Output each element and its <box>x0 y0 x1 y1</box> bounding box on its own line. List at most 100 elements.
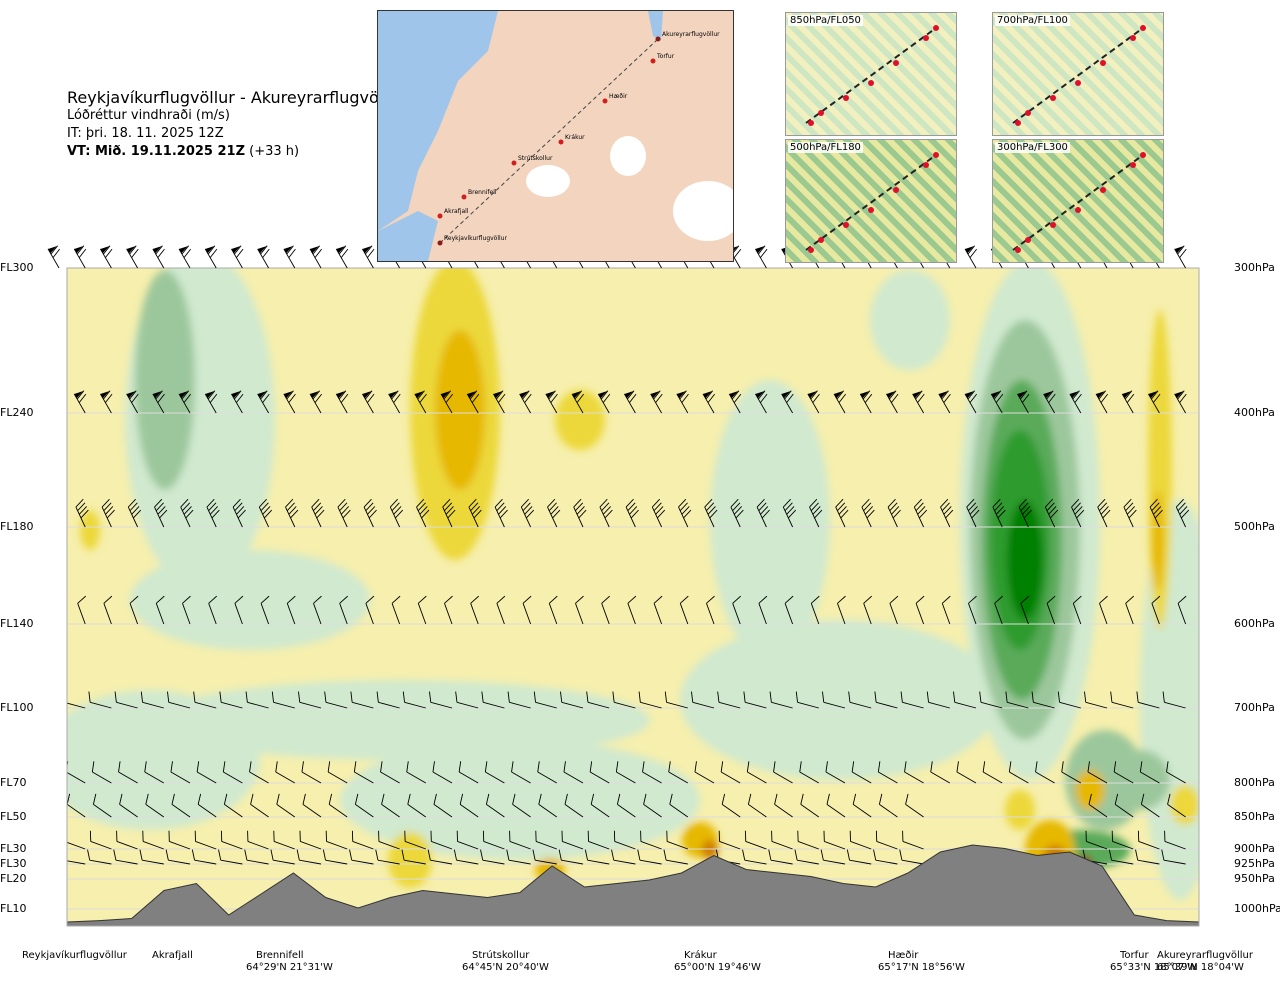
wind-barb <box>191 849 217 865</box>
wind-barb <box>48 389 68 413</box>
wind-barb <box>547 498 561 528</box>
wind-barb <box>878 793 898 818</box>
wind-barb <box>480 849 505 865</box>
wind-barb <box>406 761 427 784</box>
wind-barb <box>833 390 847 414</box>
wind-barb <box>601 595 611 625</box>
wind-barb <box>642 761 662 784</box>
contour-region <box>340 740 700 860</box>
wind-barb <box>624 390 637 414</box>
wind-barb <box>800 793 820 818</box>
wind-barb <box>859 390 873 414</box>
wind-barb <box>874 691 898 709</box>
wind-barb-top <box>335 245 349 269</box>
wind-barb <box>968 595 977 625</box>
wind-barb <box>459 793 479 818</box>
wind-barb <box>664 691 688 709</box>
wind-barb <box>249 761 269 784</box>
wind-barb <box>1046 595 1056 625</box>
wind-barb <box>519 390 532 414</box>
wind-barb <box>781 390 794 414</box>
wind-barb <box>197 793 217 818</box>
wind-barb <box>376 691 400 709</box>
wind-barb <box>313 595 322 625</box>
waypoint-name: Brennifell <box>256 950 304 961</box>
wind-barb <box>231 390 244 414</box>
wind-barb <box>178 390 192 414</box>
wind-barb <box>273 830 295 850</box>
valid-time: VT: Mið. 19.11.2025 21Z (+33 h) <box>67 143 404 161</box>
map-waypoint-label: Akureyrarflugvöllur <box>662 31 720 38</box>
wind-barb <box>388 390 401 414</box>
wind-barb <box>535 830 557 850</box>
wind-barb <box>257 390 270 414</box>
wind-barb <box>381 793 400 818</box>
wind-barb <box>494 498 508 528</box>
wind-barb <box>485 793 505 818</box>
map-waypoint: Brennifell <box>461 189 497 200</box>
contour-region <box>388 832 432 888</box>
wind-barb <box>982 761 1003 784</box>
wind-barb <box>311 498 325 528</box>
wind-barb <box>886 390 899 414</box>
wind-barb <box>1175 498 1190 528</box>
wind-barb <box>182 595 191 625</box>
wind-barb <box>140 691 164 709</box>
wind-barb <box>48 499 68 527</box>
waypoint-name: Akureyrarflugvöllur <box>1157 950 1254 961</box>
wind-barb <box>1149 498 1163 528</box>
waypoint-coord: 65°33'N 18°07'W <box>1110 962 1197 973</box>
wind-barb <box>453 849 479 865</box>
wind-barb <box>38 794 65 817</box>
wind-barb <box>33 850 60 864</box>
wind-barb <box>744 830 767 850</box>
wind-barb <box>1125 595 1135 625</box>
wind-barb-top <box>178 245 192 269</box>
map-waypoint-label: Akrafjall <box>444 208 469 215</box>
wind-barb <box>1136 691 1160 709</box>
wind-barb <box>520 498 535 528</box>
wind-barb <box>218 849 243 865</box>
wind-barb <box>638 691 662 709</box>
fl-label: FL240 <box>0 406 34 419</box>
wind-barb <box>532 849 557 865</box>
wind-barb <box>222 761 243 784</box>
wind-barb <box>92 793 112 818</box>
wind-barb <box>354 793 374 818</box>
wind-barb <box>522 595 532 625</box>
wind-barb <box>154 498 168 528</box>
wind-barb <box>351 830 374 850</box>
contour-region <box>680 620 1000 780</box>
wind-barb <box>301 761 322 784</box>
wind-barb <box>432 761 453 784</box>
glacier-1 <box>526 165 570 197</box>
wind-barb <box>1043 390 1056 414</box>
waypoint-name: Hæðir <box>888 950 919 961</box>
wind-barb <box>795 691 819 709</box>
waypoint-coord: 65°00'N 19°46'W <box>674 962 761 973</box>
wind-barb <box>1017 390 1030 414</box>
fl-label: FL70 <box>0 776 27 789</box>
wind-barb <box>875 830 898 850</box>
wind-barb <box>728 390 742 414</box>
wind-barb-top <box>964 245 978 269</box>
wind-barb <box>846 849 872 865</box>
wind-barb <box>401 849 426 865</box>
wind-barb <box>640 830 662 850</box>
level-map-route <box>1012 152 1146 253</box>
wind-barb <box>848 691 872 709</box>
wind-barb <box>561 830 584 850</box>
level-map-label: 850hPa/FL050 <box>788 15 863 26</box>
wind-barb <box>1148 390 1161 414</box>
wind-barb <box>67 793 86 818</box>
waypoint-label: Krákur 65°00'N 19°46'W <box>674 950 761 974</box>
plot-area <box>33 268 1199 926</box>
waypoint-name: Akrafjall <box>152 950 193 961</box>
wind-barb <box>669 793 689 818</box>
wind-barb <box>219 691 243 709</box>
wind-barb <box>717 691 741 709</box>
contour-region <box>555 390 605 450</box>
wind-barb <box>899 849 924 865</box>
wind-barb <box>560 691 584 709</box>
waypoint-coord: 64°45'N 20°40'W <box>462 962 549 973</box>
